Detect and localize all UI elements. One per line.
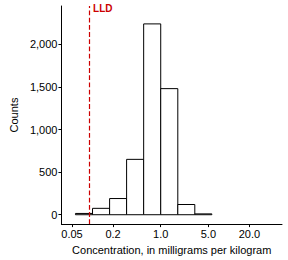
svg-text:1,500: 1,500 — [30, 81, 58, 93]
svg-text:500: 500 — [39, 166, 57, 178]
svg-text:Concentration, in milligrams p: Concentration, in milligrams per kilogra… — [72, 244, 271, 256]
svg-text:1,000: 1,000 — [30, 124, 58, 136]
svg-text:Counts: Counts — [8, 97, 20, 132]
svg-text:0.05: 0.05 — [61, 228, 82, 240]
svg-text:5.0: 5.0 — [201, 228, 216, 240]
svg-text:20.0: 20.0 — [239, 228, 260, 240]
svg-text:2,000: 2,000 — [30, 38, 58, 50]
svg-text:0: 0 — [51, 209, 57, 221]
svg-text:1.0: 1.0 — [153, 228, 168, 240]
svg-text:LLD: LLD — [93, 3, 112, 14]
svg-text:0.2: 0.2 — [105, 228, 120, 240]
